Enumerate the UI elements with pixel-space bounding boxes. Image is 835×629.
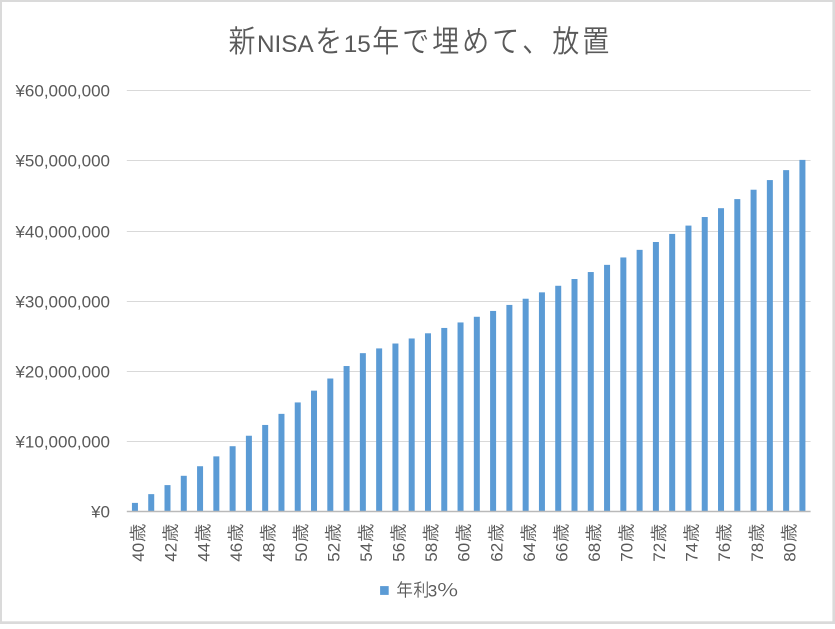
svg-text:¥30,000,000: ¥30,000,000 (14, 293, 110, 312)
svg-text:70: 70 (618, 543, 637, 562)
svg-text:¥10,000,000: ¥10,000,000 (14, 433, 110, 452)
svg-text:80: 80 (780, 543, 799, 562)
svg-text:44: 44 (194, 543, 213, 562)
svg-text:64: 64 (520, 543, 539, 562)
svg-text:52: 52 (325, 543, 344, 562)
svg-text:¥60,000,000: ¥60,000,000 (14, 82, 110, 101)
svg-text:66: 66 (552, 543, 571, 562)
svg-text:54: 54 (357, 543, 376, 562)
svg-text:¥50,000,000: ¥50,000,000 (14, 152, 110, 171)
svg-text:¥20,000,000: ¥20,000,000 (14, 363, 110, 382)
svg-text:58: 58 (422, 543, 441, 562)
svg-text:15: 15 (344, 31, 371, 58)
svg-text:56: 56 (390, 543, 409, 562)
svg-text:3: 3 (428, 581, 437, 600)
svg-text:¥0: ¥0 (90, 503, 110, 522)
svg-text:60: 60 (455, 543, 474, 562)
svg-text:NISA: NISA (257, 31, 315, 58)
svg-text:50: 50 (292, 543, 311, 562)
svg-text:40: 40 (129, 543, 148, 562)
svg-text:78: 78 (748, 543, 767, 562)
svg-text:62: 62 (487, 543, 506, 562)
svg-text:¥40,000,000: ¥40,000,000 (14, 223, 110, 242)
svg-text:74: 74 (683, 543, 702, 562)
svg-text:76: 76 (715, 543, 734, 562)
svg-text:68: 68 (585, 543, 604, 562)
svg-text:42: 42 (162, 543, 181, 562)
svg-text:46: 46 (227, 543, 246, 562)
svg-text:72: 72 (650, 543, 669, 562)
svg-text:48: 48 (259, 543, 278, 562)
